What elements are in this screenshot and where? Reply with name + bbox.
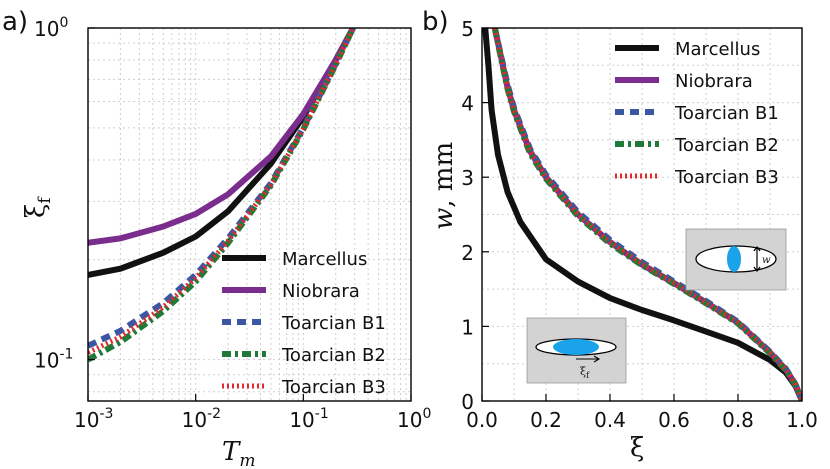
panel-a-x-tick-label: 10-2 <box>182 406 221 432</box>
panel-b-y-tick-label: 4 <box>461 92 474 116</box>
panel-a-x-axis-label: Tm <box>222 437 255 469</box>
panel-b-series <box>482 28 802 401</box>
panel-a-series-line-1 <box>88 28 356 246</box>
panel-a-x-tick-label: 10-3 <box>74 406 113 432</box>
panel-b-x-tick-label: 0.8 <box>722 408 754 432</box>
inset-width-fluid <box>727 246 741 272</box>
panel-a-x-tick-label: 100 <box>397 406 431 432</box>
panel-b-x-tick-label: 0.0 <box>466 408 498 432</box>
panel-a-y-tick-label: 10-1 <box>34 347 73 373</box>
panel-b-legend-label: Marcellus <box>675 39 760 60</box>
panel-a-legend-label: Niobrara <box>282 281 360 302</box>
inset-crack-width: w <box>685 228 787 291</box>
inset-width-arrow-heads <box>753 246 761 272</box>
panel-a-legend-label: Toarcian B2 <box>281 345 386 366</box>
panel-b-legend-label: Niobrara <box>675 71 753 92</box>
panel-b-x-tick-label: 0.2 <box>530 408 562 432</box>
panel-b-y-tick-label: 5 <box>461 17 474 41</box>
panel-b-x-tick-label: 0.6 <box>658 408 690 432</box>
panel-a-legend-label: Marcellus <box>282 249 367 270</box>
inset-width-symbol: w <box>762 255 771 266</box>
panel-a-y-tick-label: 100 <box>34 15 68 41</box>
inset-crack-front: ξf <box>526 317 627 384</box>
panel-a-x-tick-label: 10-1 <box>289 406 328 432</box>
panel-a-series-line-3 <box>88 28 356 363</box>
panel-b-y-tick-label: 0 <box>461 390 474 414</box>
panel-a-grid <box>87 27 411 401</box>
panel-b-series-line-0 <box>482 28 802 401</box>
panel-a-legend-label: Toarcian B3 <box>281 377 386 398</box>
inset-front-xi-symbol: ξf <box>580 365 590 380</box>
panel-b-frame <box>481 27 803 402</box>
panel-b-y-axis-label: w, mm <box>429 142 459 230</box>
panel-a-chart: 10-3 10-2 10-1 100 10-1 100 a) Tm ξf Marcellu… <box>2 7 431 469</box>
panel-b-legend-label: Toarcian B2 <box>674 135 779 156</box>
panel-a-legend: Marcellus Niobrara Toarcian B1 Toarcian B2 T… <box>222 249 386 398</box>
inset-front-arrow-head <box>593 355 601 363</box>
panel-b-y-tick-label: 2 <box>461 241 474 265</box>
panel-b-series-line-3 <box>491 28 802 401</box>
panel-a-legend-label: Toarcian B1 <box>281 313 386 334</box>
panel-b-ticks: 0.0 0.2 0.4 0.6 0.8 1.0 0 1 2 3 4 5 <box>461 17 818 432</box>
panel-a-frame <box>87 27 412 402</box>
panel-b-label: b) <box>422 7 449 37</box>
panel-b-y-tick-label: 3 <box>461 166 474 190</box>
panel-a-y-axis-label: ξf <box>21 196 55 218</box>
panel-a-label: a) <box>2 7 28 37</box>
panel-a-series-line-2 <box>88 28 356 349</box>
panel-b-legend: Marcellus Niobrara Toarcian B1 Toarcian B2 T… <box>615 39 779 188</box>
panel-b-chart: 0.0 0.2 0.4 0.6 0.8 1.0 0 1 2 3 4 5 b) ξ w, mm Marc… <box>422 7 818 463</box>
panel-a-series-line-4 <box>88 28 356 355</box>
panel-b-y-tick-label: 1 <box>461 315 474 339</box>
inset-front-fluid <box>553 339 599 355</box>
panel-b-x-tick-label: 1.0 <box>786 408 818 432</box>
panel-b-legend-label: Toarcian B3 <box>674 167 779 188</box>
panel-a-series <box>88 28 356 363</box>
panel-b-legend-label: Toarcian B1 <box>674 103 779 124</box>
panel-b-x-tick-label: 0.4 <box>594 408 626 432</box>
panel-b-x-axis-label: ξ <box>630 433 644 463</box>
panel-a-ticks: 10-3 10-2 10-1 100 10-1 100 <box>34 15 431 432</box>
